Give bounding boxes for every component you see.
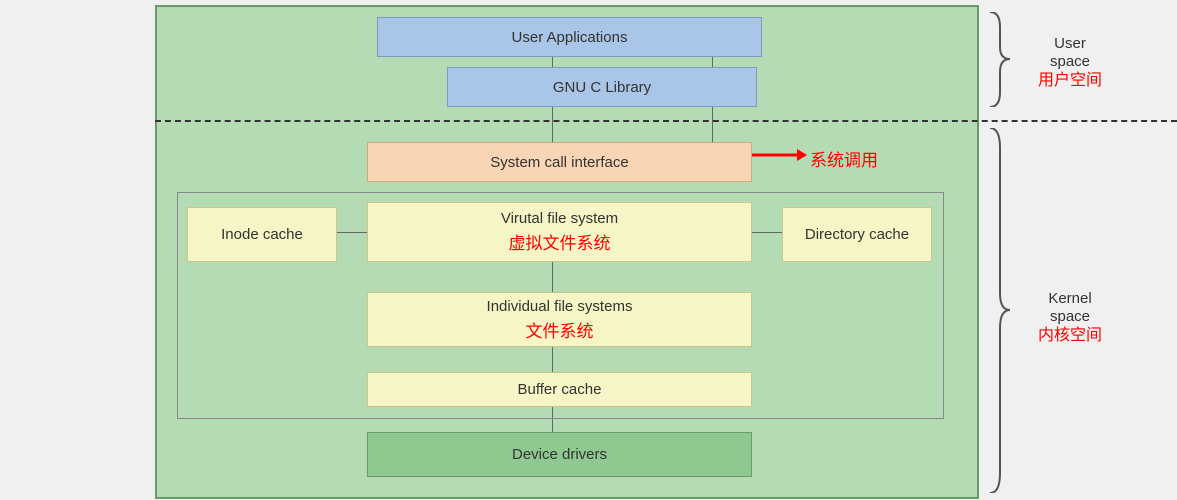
user-space-brace [985, 12, 1015, 107]
directory-cache-box: Directory cache [782, 207, 932, 262]
box-label: Individual file systems [487, 298, 633, 315]
box-label: Buffer cache [518, 381, 602, 398]
vfs-box: Virutal file system 虚拟文件系统 [367, 202, 752, 262]
syscall-arrow [752, 147, 807, 163]
syscall-red-label: 系统调用 [810, 146, 878, 171]
dashed-separator [155, 120, 1177, 122]
box-label: User Applications [512, 29, 628, 46]
box-label: System call interface [490, 154, 628, 171]
inode-cache-box: Inode cache [187, 207, 337, 262]
kernel-space-label: Kernel space 内核空间 [1038, 290, 1102, 345]
device-drivers-box: Device drivers [367, 432, 752, 477]
box-label: Virutal file system [501, 210, 618, 227]
vfs-red-label: 虚拟文件系统 [509, 229, 611, 254]
individual-fs-box: Individual file systems 文件系统 [367, 292, 752, 347]
syscall-interface-box: System call interface [367, 142, 752, 182]
user-applications-box: User Applications [377, 17, 762, 57]
diagram-container: User Applications GNU C Library System c… [155, 5, 979, 499]
user-space-label: User space 用户空间 [1038, 35, 1102, 90]
connector [712, 107, 713, 142]
box-label: Inode cache [221, 226, 303, 243]
label-red: 用户空间 [1038, 72, 1102, 89]
gnu-c-library-box: GNU C Library [447, 67, 757, 107]
fs-red-label: 文件系统 [526, 317, 594, 342]
label-line2: space [1050, 308, 1090, 325]
kernel-space-brace [985, 128, 1015, 493]
label-line1: User [1054, 35, 1086, 52]
label-line2: space [1050, 53, 1090, 70]
box-label: Directory cache [805, 226, 909, 243]
connector [712, 57, 713, 67]
box-label: Device drivers [512, 446, 607, 463]
buffer-cache-box: Buffer cache [367, 372, 752, 407]
box-label: GNU C Library [553, 79, 651, 96]
label-red: 内核空间 [1038, 327, 1102, 344]
label-line1: Kernel [1048, 290, 1091, 307]
